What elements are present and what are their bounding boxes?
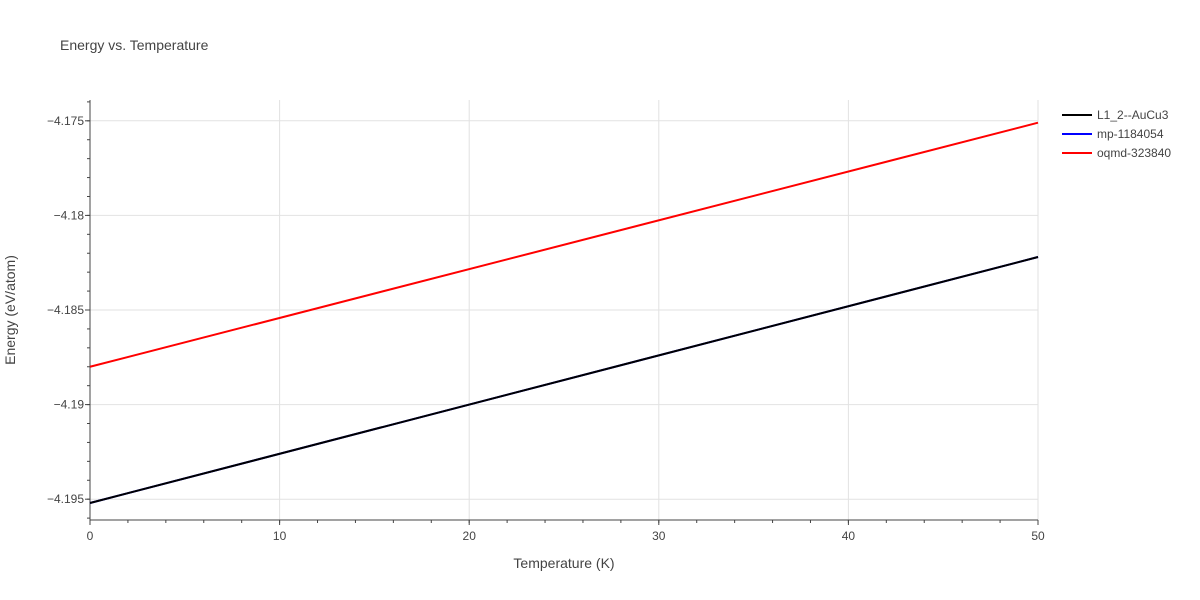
legend-entry-label: oqmd-323840 xyxy=(1097,146,1171,160)
series-line-0 xyxy=(89,256,1039,504)
y-tick-label: −4.185 xyxy=(47,303,84,317)
legend-entry-label: L1_2--AuCu3 xyxy=(1097,108,1169,122)
axes: 0 10 20 30 40 50 −4.195 −4.19 −4.185 −4.18 −4.175 xyxy=(47,100,1045,543)
x-axis-label: Temperature (K) xyxy=(513,555,614,571)
legend: L1_2--AuCu3 mp-1184054 oqmd-323840 xyxy=(1062,108,1171,160)
y-tick-label: −4.18 xyxy=(54,208,85,222)
x-tick-label: 30 xyxy=(652,529,666,543)
y-tick-label: −4.195 xyxy=(47,492,84,506)
series-line-2 xyxy=(89,121,1039,368)
x-tick-label: 10 xyxy=(273,529,287,543)
chart-title: Energy vs. Temperature xyxy=(60,37,209,53)
legend-entry-label: mp-1184054 xyxy=(1097,127,1164,141)
y-axis-label: Energy (eV/atom) xyxy=(2,255,18,365)
grid xyxy=(90,100,1039,520)
y-tick-label: −4.19 xyxy=(54,398,85,412)
series-lines xyxy=(89,121,1039,504)
x-tick-label: 40 xyxy=(842,529,856,543)
x-tick-label: 0 xyxy=(87,529,94,543)
x-tick-label: 50 xyxy=(1031,529,1045,543)
x-tick-label: 20 xyxy=(463,529,477,543)
y-tick-label: −4.175 xyxy=(47,114,84,128)
